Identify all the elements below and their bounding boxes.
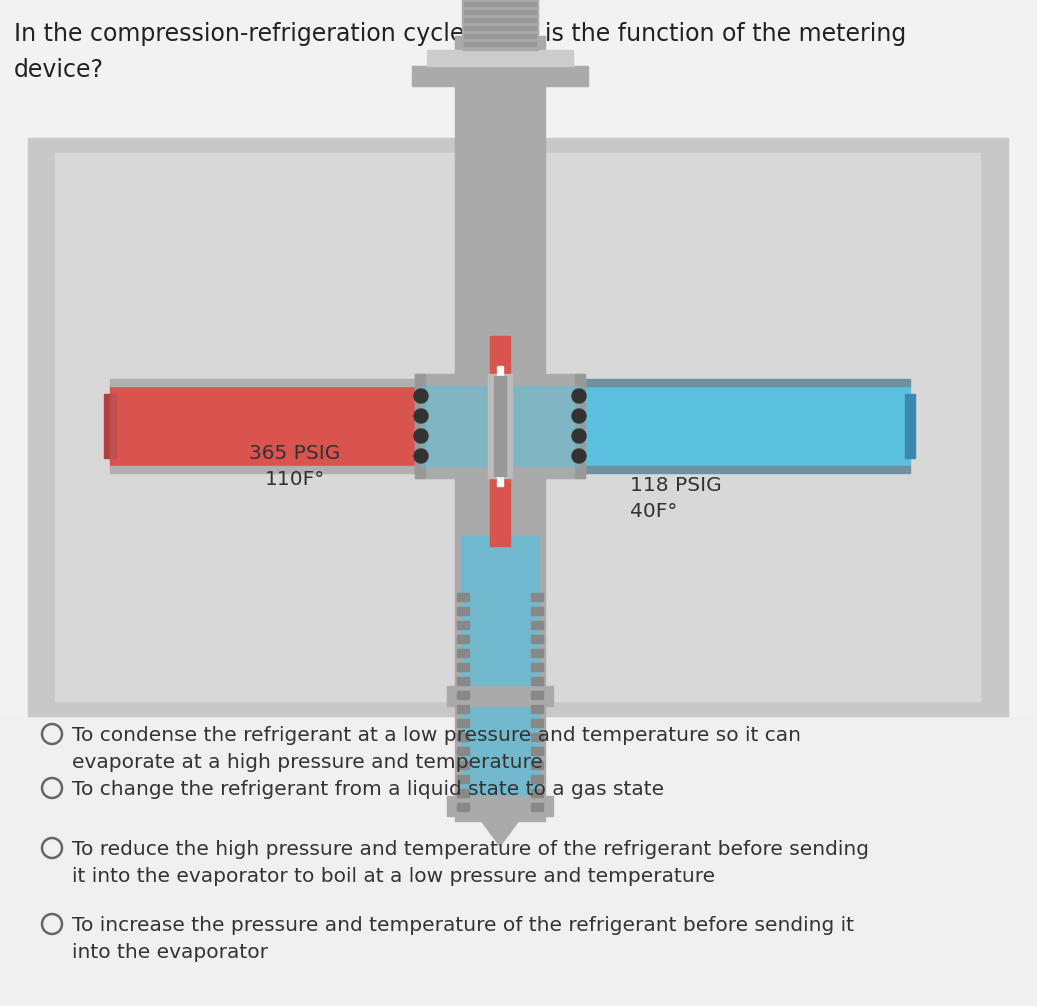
Bar: [464, 18, 536, 22]
Bar: [457, 593, 469, 601]
Bar: [0, 716, 1037, 1006]
Bar: [464, 34, 536, 38]
Bar: [457, 789, 469, 797]
Bar: [457, 775, 469, 783]
Bar: [455, 36, 545, 396]
Text: To reduce the high pressure and temperature of the refrigerant before sending
it: To reduce the high pressure and temperat…: [72, 840, 869, 886]
Bar: [457, 677, 469, 685]
Bar: [531, 691, 543, 699]
Bar: [457, 607, 469, 615]
Bar: [412, 66, 588, 86]
Bar: [531, 635, 543, 643]
Bar: [531, 803, 543, 811]
Bar: [531, 747, 543, 754]
Bar: [421, 386, 579, 466]
Bar: [457, 719, 469, 727]
Bar: [531, 621, 543, 629]
Bar: [574, 374, 585, 478]
Bar: [415, 374, 585, 478]
Text: device?: device?: [15, 58, 104, 82]
Circle shape: [414, 389, 428, 403]
Bar: [494, 376, 506, 476]
Bar: [497, 366, 503, 486]
Circle shape: [572, 409, 586, 423]
Bar: [464, 26, 536, 30]
Bar: [461, 536, 539, 816]
Bar: [491, 336, 510, 546]
Bar: [110, 394, 116, 458]
Text: 40F°: 40F°: [630, 502, 677, 521]
Bar: [28, 138, 1008, 716]
Bar: [531, 607, 543, 615]
Bar: [531, 733, 543, 741]
Circle shape: [414, 429, 428, 443]
Text: 365 PSIG: 365 PSIG: [249, 444, 340, 463]
Bar: [531, 663, 543, 671]
Bar: [110, 386, 450, 466]
Bar: [531, 677, 543, 685]
Bar: [457, 705, 469, 713]
Text: 118 PSIG: 118 PSIG: [630, 476, 722, 495]
Bar: [531, 775, 543, 783]
Bar: [457, 761, 469, 769]
Bar: [464, 2, 536, 6]
Bar: [104, 394, 114, 458]
Bar: [457, 663, 469, 671]
Bar: [531, 719, 543, 727]
Bar: [457, 803, 469, 811]
Bar: [110, 379, 450, 386]
Bar: [427, 50, 573, 66]
Bar: [463, 0, 538, 50]
Bar: [531, 761, 543, 769]
Circle shape: [414, 449, 428, 463]
Bar: [531, 593, 543, 601]
Bar: [464, 42, 536, 46]
Bar: [531, 789, 543, 797]
Polygon shape: [480, 819, 520, 846]
Bar: [110, 466, 450, 473]
Bar: [455, 456, 545, 821]
Text: To change the refrigerant from a liquid state to a gas state: To change the refrigerant from a liquid …: [72, 780, 664, 799]
Bar: [457, 621, 469, 629]
Bar: [457, 635, 469, 643]
Bar: [555, 386, 910, 466]
Bar: [457, 691, 469, 699]
Bar: [457, 733, 469, 741]
Bar: [464, 10, 536, 14]
Circle shape: [414, 409, 428, 423]
Text: To condense the refrigerant at a low pressure and temperature so it can
evaporat: To condense the refrigerant at a low pre…: [72, 726, 801, 773]
Text: 110F°: 110F°: [264, 470, 326, 489]
Bar: [457, 649, 469, 657]
Bar: [555, 466, 910, 473]
Circle shape: [572, 429, 586, 443]
Text: To increase the pressure and temperature of the refrigerant before sending it
in: To increase the pressure and temperature…: [72, 916, 854, 963]
Bar: [415, 374, 425, 478]
Bar: [55, 153, 980, 701]
Bar: [555, 379, 910, 386]
Bar: [0, 0, 1037, 138]
Bar: [457, 747, 469, 754]
Bar: [447, 686, 553, 706]
Bar: [488, 374, 512, 478]
Text: In the compression-refrigeration cycle, what is the function of the metering: In the compression-refrigeration cycle, …: [15, 22, 906, 46]
Bar: [905, 394, 915, 458]
Bar: [531, 649, 543, 657]
Bar: [531, 705, 543, 713]
Bar: [447, 796, 553, 816]
Circle shape: [572, 389, 586, 403]
Circle shape: [572, 449, 586, 463]
